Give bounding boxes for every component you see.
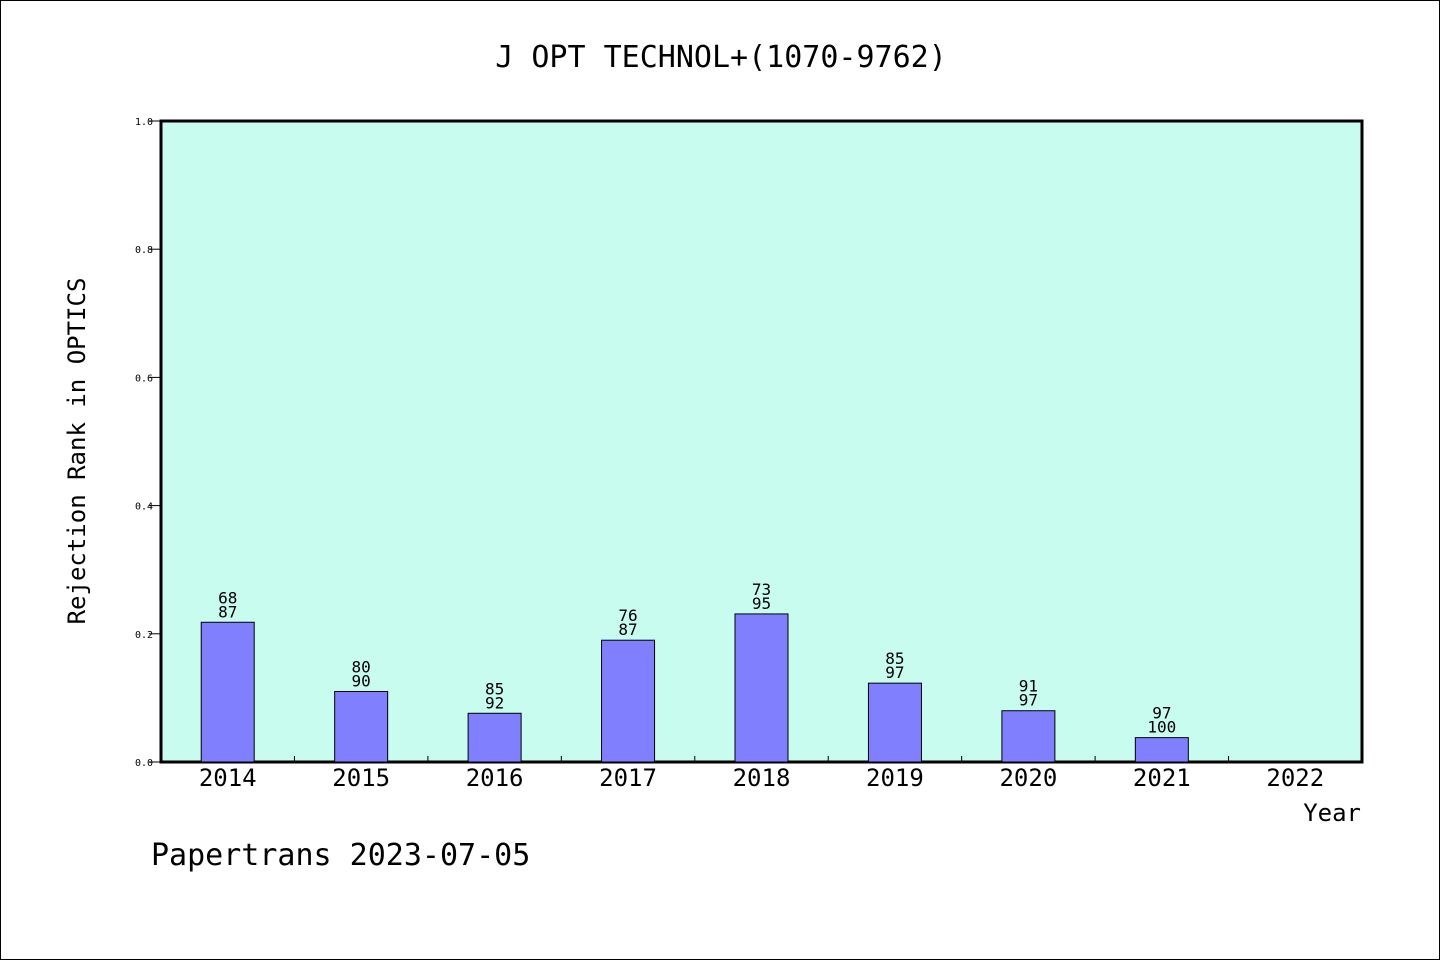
bar-2017	[601, 639, 656, 763]
data-label-bottom: 87	[618, 620, 637, 639]
data-label-top: 85	[485, 679, 504, 698]
y-tick-label: 0.8	[135, 245, 153, 256]
data-label-top: 68	[218, 588, 237, 607]
x-tick-label: 2021	[1133, 764, 1191, 792]
data-label-top: 97	[1152, 704, 1171, 723]
data-label-bottom: 100	[1147, 718, 1176, 737]
bar-2018	[734, 613, 789, 763]
data-label-top: 76	[618, 606, 637, 625]
x-tick-label: 2022	[1266, 764, 1324, 792]
x-tick-label: 2018	[733, 764, 791, 792]
y-tick-label: 0.2	[135, 630, 153, 641]
x-tick-label: 2020	[999, 764, 1057, 792]
data-label-bottom: 90	[352, 671, 371, 690]
x-tick-label: 2019	[866, 764, 924, 792]
x-axis-label: Year	[1303, 799, 1361, 827]
footer-text: Papertrans 2023-07-05	[151, 838, 530, 873]
bars-group	[200, 613, 1189, 763]
x-tick-label: 2016	[466, 764, 524, 792]
data-label-top: 91	[1019, 677, 1038, 696]
bar-2016	[467, 712, 522, 763]
data-label-bottom: 92	[485, 693, 504, 712]
data-label-bottom: 87	[218, 602, 237, 621]
data-label-top: 80	[352, 657, 371, 676]
data-label-bottom: 97	[1019, 691, 1038, 710]
bar-2021	[1134, 737, 1189, 763]
y-axis-ticks: 0.0 0.2 0.4 0.6 0.8 1.0	[135, 117, 161, 769]
y-tick-label: 1.0	[135, 117, 153, 128]
y-tick-label: 0.6	[135, 373, 153, 384]
data-label-bottom: 97	[885, 663, 904, 682]
y-axis-label: Rejection Rank in OPTICS	[63, 278, 91, 625]
x-tick-label: 2015	[332, 764, 390, 792]
data-label-top: 73	[752, 580, 771, 599]
x-axis-ticks: 2014 2015 2016 2017 2018 2019 2020 2021 2022	[199, 756, 1324, 792]
x-tick-label: 2017	[599, 764, 657, 792]
bar-2014	[200, 621, 255, 763]
x-tick-label: 2014	[199, 764, 257, 792]
data-label-bottom: 95	[752, 594, 771, 613]
bar-2015	[334, 690, 389, 763]
y-tick-label: 0.4	[135, 502, 153, 513]
data-label-top: 85	[885, 649, 904, 668]
y-tick-label: 0.0	[135, 758, 153, 769]
chart-title: J OPT TECHNOL+(1070-9762)	[495, 40, 947, 75]
bar-2019	[867, 682, 922, 763]
bar-2020	[1001, 710, 1056, 763]
